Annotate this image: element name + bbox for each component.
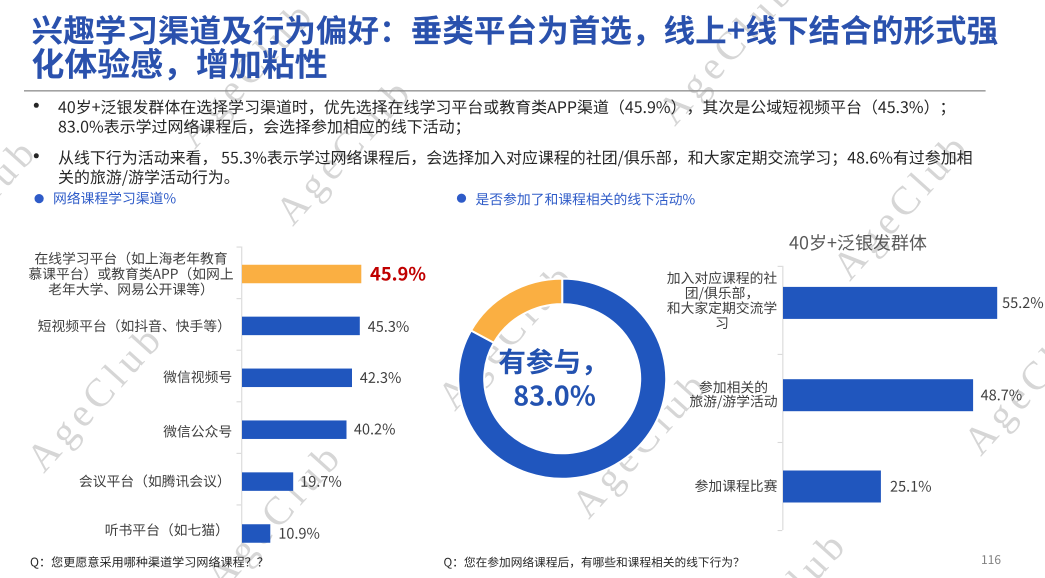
svg-text:AgeClub: AgeClub bbox=[701, 520, 857, 578]
svg-text:AgeClub: AgeClub bbox=[196, 432, 352, 578]
svg-text:AgeClub: AgeClub bbox=[17, 314, 173, 480]
svg-text:AgeClub: AgeClub bbox=[0, 127, 47, 293]
svg-text:AgeClub: AgeClub bbox=[428, 252, 584, 418]
svg-text:AgeClub: AgeClub bbox=[823, 122, 979, 288]
svg-text:AgeClub: AgeClub bbox=[266, 67, 422, 233]
